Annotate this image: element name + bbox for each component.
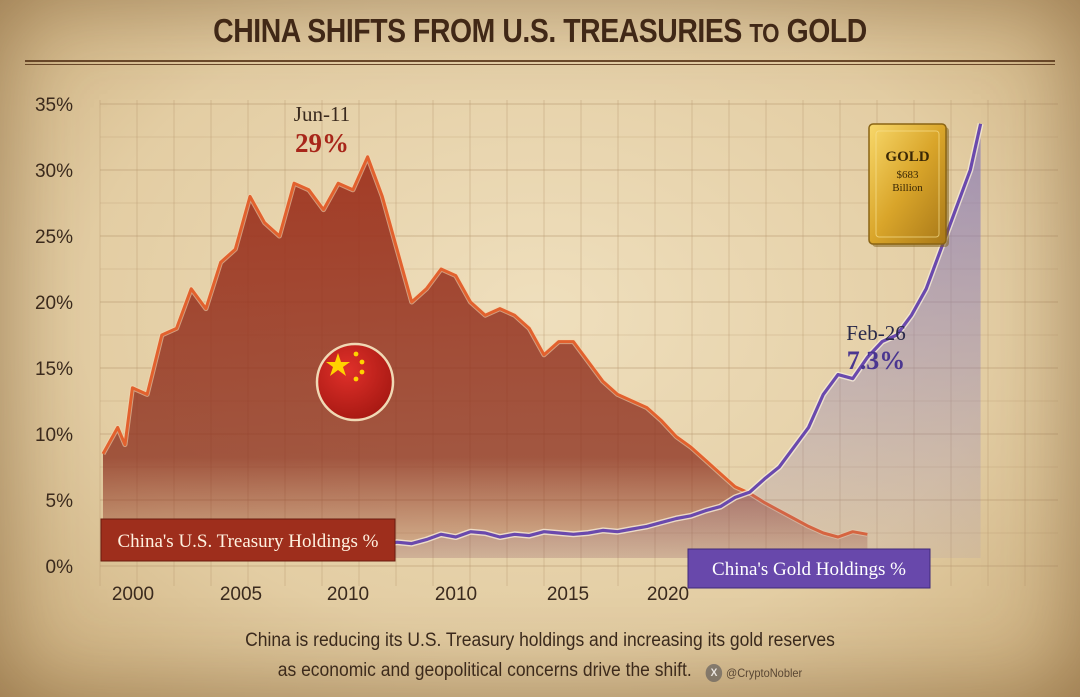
legend-treasury-label: China's U.S. Treasury Holdings %	[118, 531, 379, 552]
legend-gold: China's Gold Holdings %	[687, 548, 931, 589]
title-to: TO	[749, 18, 780, 48]
x-tick-label: 2010	[327, 584, 369, 605]
title-main: CHINA SHIFTS FROM U.S. TREASURIES	[213, 12, 742, 49]
caption-line-1: China is reducing its U.S. Treasury hold…	[245, 630, 835, 651]
y-tick-label: 35%	[35, 95, 73, 116]
gold-bar-icon: GOLD $683 Billion	[868, 123, 949, 247]
x-tick-label: 2015	[547, 584, 589, 605]
y-tick-label: 25%	[35, 227, 73, 248]
author-handle[interactable]: X @CryptoNobler	[705, 664, 803, 682]
china-flag-icon	[315, 342, 395, 422]
x-tick-label: 2020	[647, 584, 689, 605]
y-tick-label: 30%	[35, 161, 73, 182]
title-end: GOLD	[786, 12, 868, 49]
x-tick-label: 2005	[220, 584, 262, 605]
treasury-line	[101, 155, 868, 539]
y-tick-label: 10%	[35, 425, 73, 446]
gold-bar-label: GOLD	[885, 149, 929, 165]
gold-bar-unit: Billion	[892, 182, 923, 194]
y-tick-label: 5%	[46, 491, 74, 512]
author-handle-text: @CryptoNobler	[725, 666, 803, 680]
gold-area	[360, 123, 981, 559]
latest-annotation-value: 7.3%	[847, 346, 906, 375]
x-tick-label: 2010	[435, 584, 477, 605]
caption-line-2: as economic and geopolitical concerns dr…	[43, 660, 1037, 682]
gold-line	[360, 123, 983, 548]
series-layer	[100, 123, 984, 559]
y-tick-label: 0%	[46, 557, 74, 578]
gold-bar-value: $683	[897, 169, 920, 181]
peak-annotation-label: Jun-11	[294, 102, 350, 126]
x-tick-label: 2000	[112, 584, 154, 605]
legend-treasury: China's U.S. Treasury Holdings %	[100, 518, 396, 562]
y-tick-label: 20%	[35, 293, 73, 314]
legend-gold-label: China's Gold Holdings %	[712, 559, 906, 580]
x-axis: 2000 2005 2010 2010 2015 2020	[112, 584, 689, 605]
y-tick-label: 15%	[35, 359, 73, 380]
latest-annotation-label: Feb-26	[846, 321, 906, 345]
y-axis: 35% 30% 25% 20% 15% 10% 5% 0%	[35, 95, 73, 578]
x-logo-icon: X	[705, 664, 723, 682]
caption-line-2-text: as economic and geopolitical concerns dr…	[277, 660, 692, 681]
title-rule-top	[25, 60, 1055, 62]
peak-annotation-value: 29%	[295, 128, 349, 158]
title-rule-bottom	[25, 64, 1055, 65]
page-title: CHINA SHIFTS FROM U.S. TREASURIES TO GOL…	[76, 12, 1005, 50]
treasury-area	[103, 156, 868, 559]
